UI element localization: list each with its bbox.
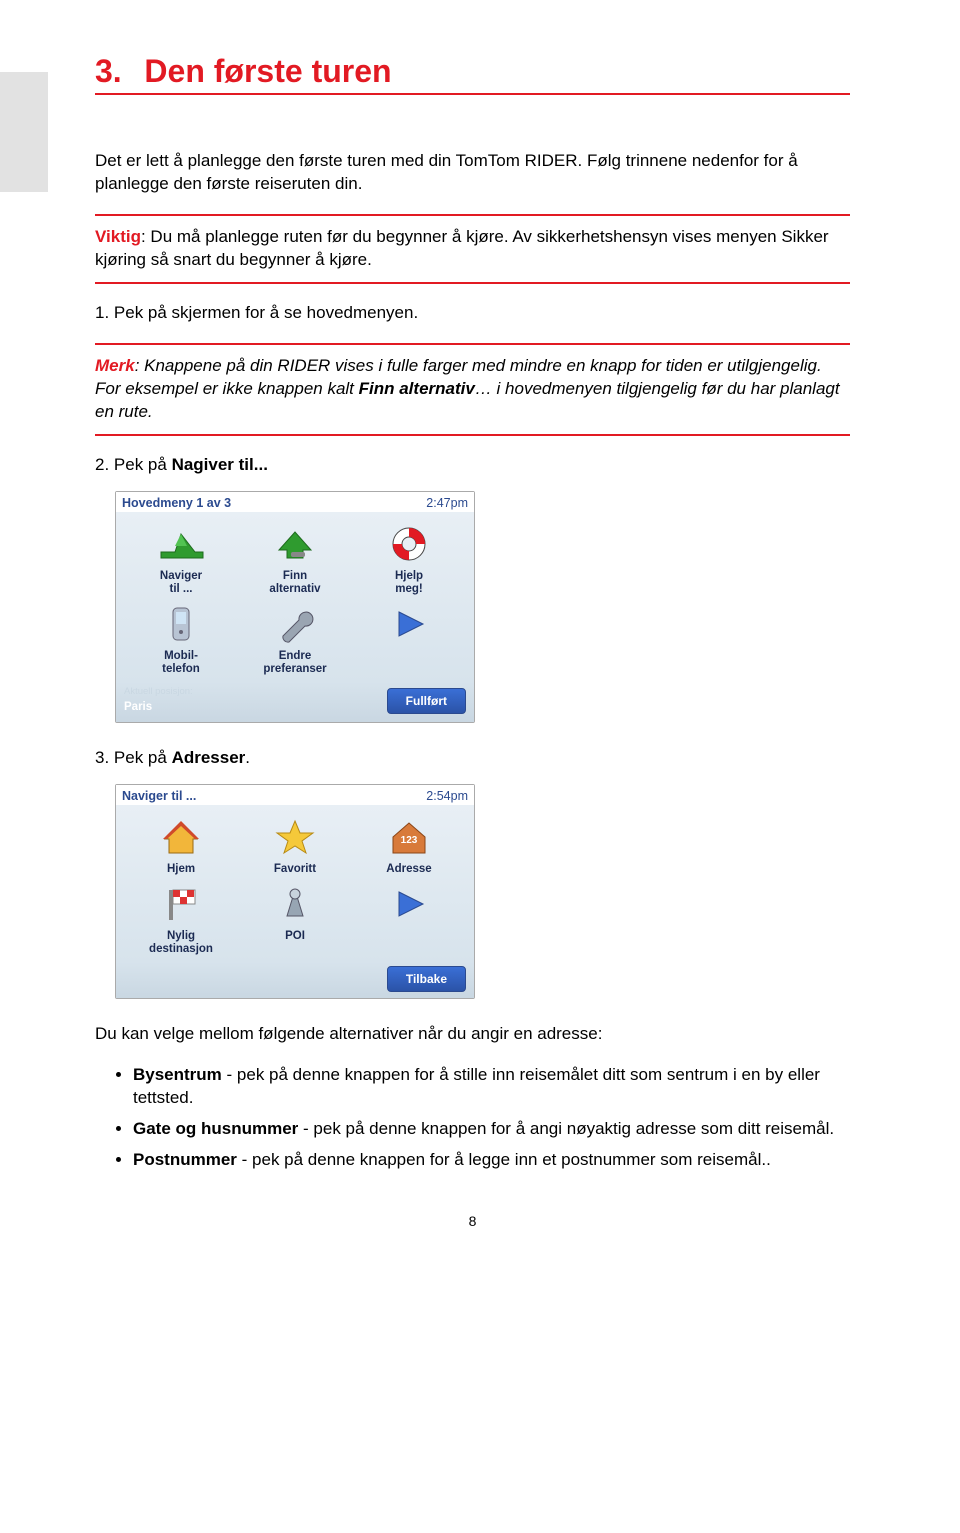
app-poi[interactable]: POI — [240, 882, 350, 956]
screen1-footer: Aktuell posisjon: Paris Fullført — [116, 682, 474, 721]
page-number: 8 — [95, 1212, 850, 1231]
app-hjelp-meg[interactable]: Hjelp meg! — [354, 522, 464, 596]
screen1-title: Hovedmeny 1 av 3 — [122, 495, 231, 512]
arrow-green-icon — [155, 522, 207, 566]
app-label: Hjelp meg! — [395, 570, 423, 596]
note-label: Merk — [95, 356, 135, 375]
poi-icon — [269, 882, 321, 926]
bullet-bold: Gate og husnummer — [133, 1119, 298, 1138]
play-icon — [383, 602, 435, 646]
app-hjem[interactable]: Hjem — [126, 815, 236, 876]
step-2-pre: 2. Pek på — [95, 455, 172, 474]
step-3-bold: Adresser — [172, 748, 246, 767]
important-text: : Du må planlegge ruten før du begynner … — [95, 227, 829, 269]
bullet-bold: Postnummer — [133, 1150, 237, 1169]
footer-left-value: Paris — [124, 701, 152, 713]
fullfort-button[interactable]: Fullført — [387, 688, 466, 714]
app-naviger-til[interactable]: Naviger til ... — [126, 522, 236, 596]
chapter-tab — [0, 72, 48, 192]
app-label: POI — [285, 930, 305, 943]
step-1: 1. Pek på skjermen for å se hovedmenyen. — [95, 302, 850, 325]
device-screenshot-2: Naviger til ... 2:54pm Hjem Favoritt 123 — [115, 784, 475, 1000]
star-icon — [269, 815, 321, 859]
lifebuoy-icon — [383, 522, 435, 566]
screen1-titlebar: Hovedmeny 1 av 3 2:47pm — [116, 492, 474, 512]
screen2-grid: Hjem Favoritt 123 Adresse Nylig destinas… — [116, 805, 474, 963]
screen2-titlebar: Naviger til ... 2:54pm — [116, 785, 474, 805]
app-finn-alternativ[interactable]: Finn alternativ — [240, 522, 350, 596]
app-label: Naviger til ... — [160, 570, 202, 596]
step-3: 3. Pek på Adresser. — [95, 747, 850, 770]
bullet-item: Gate og husnummer - pek på denne knappen… — [133, 1118, 850, 1141]
svg-text:123: 123 — [401, 835, 418, 846]
note-callout: Merk: Knappene på din RIDER vises i full… — [95, 343, 850, 436]
app-label: Endre preferanser — [263, 650, 326, 676]
bullet-list: Bysentrum - pek på denne knappen for å s… — [95, 1064, 850, 1172]
important-label: Viktig — [95, 227, 141, 246]
app-label: Mobil- telefon — [162, 650, 200, 676]
screen1-time: 2:47pm — [426, 495, 468, 512]
play-icon — [383, 882, 435, 926]
phone-icon — [155, 602, 207, 646]
intro-text: Det er lett å planlegge den første turen… — [95, 150, 850, 196]
bullet-text: - pek på denne knappen for å stille inn … — [133, 1065, 820, 1107]
app-endre-preferanser[interactable]: Endre preferanser — [240, 602, 350, 676]
screen1-grid: Naviger til ... Finn alternativ Hjelp me… — [116, 512, 474, 683]
footer-left-label: Aktuell posisjon: — [124, 686, 193, 699]
app-mobiltelefon[interactable]: Mobil- telefon — [126, 602, 236, 676]
app-label: Hjem — [167, 863, 195, 876]
app-nylig-destinasjon[interactable]: Nylig destinasjon — [126, 882, 236, 956]
chapter-title: Den første turen — [144, 53, 391, 93]
device-screenshot-1: Hovedmeny 1 av 3 2:47pm Naviger til ... … — [115, 491, 475, 723]
step-2-bold: Nagiver til... — [172, 455, 268, 474]
app-next[interactable] — [354, 602, 464, 676]
home-icon — [155, 815, 207, 859]
app-label: Favoritt — [274, 863, 316, 876]
screen2-time: 2:54pm — [426, 788, 468, 805]
bullet-text: - pek på denne knappen for å legge inn e… — [237, 1150, 771, 1169]
tilbake-button[interactable]: Tilbake — [387, 966, 466, 992]
arrow-wrench-icon — [269, 522, 321, 566]
app-label: Adresse — [386, 863, 431, 876]
app-favoritt[interactable]: Favoritt — [240, 815, 350, 876]
chapter-underline — [95, 93, 850, 95]
wrench-icon — [269, 602, 321, 646]
screen2-footer: Tilbake — [116, 962, 474, 998]
note-bold: Finn alternativ — [359, 379, 475, 398]
footer-left: Aktuell posisjon: Paris — [124, 686, 193, 715]
step-2: 2. Pek på Nagiver til... — [95, 454, 850, 477]
bullet-bold: Bysentrum — [133, 1065, 222, 1084]
important-callout: Viktig: Du må planlegge ruten før du beg… — [95, 214, 850, 284]
app-adresse[interactable]: 123 Adresse — [354, 815, 464, 876]
address-icon: 123 — [383, 815, 435, 859]
screen2-title: Naviger til ... — [122, 788, 196, 805]
flag-icon — [155, 882, 207, 926]
app-label: Finn alternativ — [269, 570, 320, 596]
bullet-item: Bysentrum - pek på denne knappen for å s… — [133, 1064, 850, 1110]
step-3-pre: 3. Pek på — [95, 748, 172, 767]
chapter-header: 3. Den første turen — [95, 50, 850, 95]
bullet-text: - pek på denne knappen for å angi nøyakt… — [298, 1119, 834, 1138]
page-root: 3. Den første turen Det er lett å planle… — [0, 0, 960, 1271]
chapter-number: 3. — [95, 53, 122, 93]
app-label: Nylig destinasjon — [149, 930, 213, 956]
app-next-2[interactable] — [354, 882, 464, 956]
bullet-item: Postnummer - pek på denne knappen for å … — [133, 1149, 850, 1172]
address-intro: Du kan velge mellom følgende alternative… — [95, 1023, 850, 1046]
